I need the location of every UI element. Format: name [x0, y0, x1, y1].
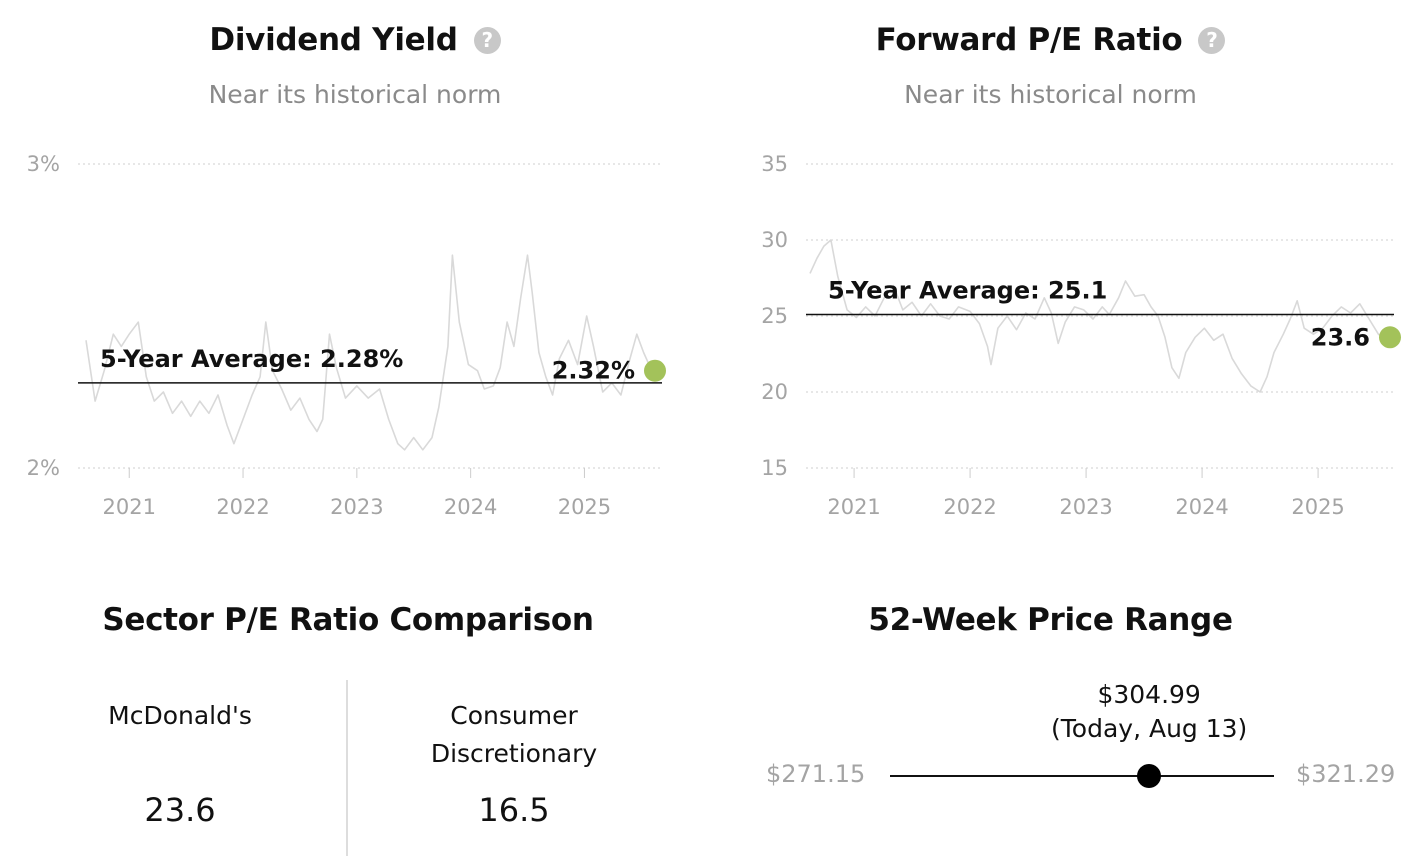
forward-pe-y-tick-label: 20 — [761, 380, 788, 404]
forward-pe-x-tick-label: 2025 — [1291, 495, 1344, 519]
forward-pe-y-tick-label: 15 — [761, 456, 788, 480]
price-range-track — [890, 775, 1274, 777]
forward-pe-x-tick-label: 2022 — [943, 495, 996, 519]
dividend-yield-subtitle: Near its historical norm — [208, 80, 502, 109]
forward-pe-x-tick-label: 2021 — [827, 495, 880, 519]
company-name: McDonald's — [108, 701, 252, 730]
forward-pe-x-tick-label: 2024 — [1175, 495, 1228, 519]
forward-pe-x-tick-label: 2023 — [1059, 495, 1112, 519]
dividend-yield-x-tick-label: 2022 — [216, 495, 269, 519]
range-low-label: $271.15 — [766, 760, 866, 788]
sector-pe-title: Sector P/E Ratio Comparison — [102, 602, 594, 638]
dividend-yield-y-tick-label: 3% — [27, 152, 60, 176]
current-price-label: $304.99 (Today, Aug 13) — [999, 678, 1299, 746]
price-range-panel: 52-Week Price Range — [708, 580, 1418, 640]
sector-name-line1: Consumer — [450, 701, 578, 730]
column-divider — [346, 680, 348, 856]
forward-pe-title-row: Forward P/E Ratio ? — [683, 22, 1418, 58]
sector-pe-column: Consumer Discretionary 16.5 — [364, 697, 664, 847]
price-range-title: 52-Week Price Range — [868, 602, 1233, 638]
sector-pe-panel: Sector P/E Ratio Comparison — [0, 580, 696, 864]
dividend-yield-series-line — [85, 254, 656, 451]
dividend-yield-panel: Dividend Yield ? Near its historical nor… — [0, 0, 710, 540]
dividend-yield-chart: 2% 3% 2021 2022 2023 2024 2025 5-Year Average: … — [27, 152, 666, 519]
dividend-yield-x-tick-label: 2024 — [444, 495, 497, 519]
company-pe-value: 23.6 — [144, 791, 216, 829]
forward-pe-panel: Forward P/E Ratio ? Near its historical … — [708, 0, 1418, 540]
forward-pe-y-tick-label: 35 — [761, 152, 788, 176]
forward-pe-current-point — [1379, 326, 1401, 349]
current-price-date: (Today, Aug 13) — [1051, 714, 1248, 743]
forward-pe-current-label: 23.6 — [1311, 323, 1370, 351]
forward-pe-y-tick-label: 30 — [761, 228, 788, 252]
sector-name-line2: Discretionary — [430, 739, 598, 768]
current-price-marker — [1137, 764, 1162, 788]
current-price: $304.99 — [1097, 680, 1201, 709]
dividend-yield-title: Dividend Yield — [209, 22, 458, 58]
forward-pe-y-tick-label: 25 — [761, 304, 788, 328]
range-high-label: $321.29 — [1296, 760, 1396, 788]
dividend-yield-x-tick-label: 2021 — [103, 495, 156, 519]
forward-pe-series-line — [809, 239, 1391, 393]
question-circle-icon[interactable]: ? — [1198, 26, 1226, 54]
forward-pe-title: Forward P/E Ratio — [875, 22, 1183, 58]
dividend-yield-x-tick-label: 2025 — [558, 495, 611, 519]
question-circle-icon[interactable]: ? — [473, 26, 501, 54]
dividend-yield-current-point — [644, 359, 666, 382]
dividend-yield-current-label: 2.32% — [552, 357, 635, 385]
dividend-yield-average-label: 5-Year Average: 2.28% — [100, 345, 403, 373]
dividend-yield-title-row: Dividend Yield ? — [0, 22, 710, 58]
sector-pe-value: 16.5 — [478, 791, 550, 829]
company-pe-column: McDonald's 23.6 — [30, 697, 330, 847]
dividend-yield-y-tick-label: 2% — [27, 456, 60, 480]
dividend-yield-x-tick-label: 2023 — [330, 495, 383, 519]
forward-pe-average-label: 5-Year Average: 25.1 — [828, 276, 1107, 304]
forward-pe-subtitle: Near its historical norm — [904, 80, 1197, 109]
